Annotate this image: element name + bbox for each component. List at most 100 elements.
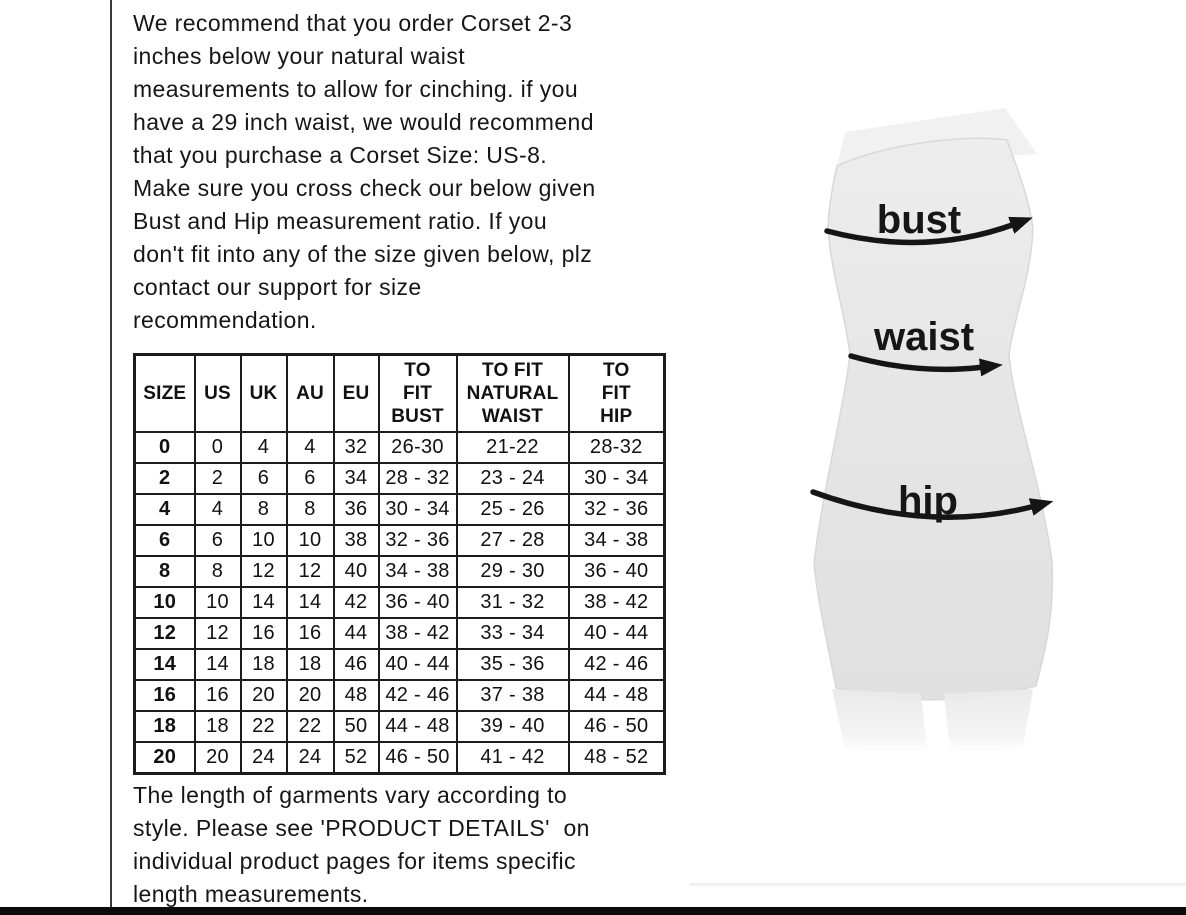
table-cell: 6 <box>239 462 288 495</box>
table-cell: 18 <box>285 648 335 681</box>
paragraph-line: individual product pages for items speci… <box>133 848 576 874</box>
table-header-cell: AU <box>285 353 335 433</box>
table-cell: 29 - 30 <box>455 555 570 588</box>
hip-arrow <box>810 489 1054 520</box>
table-cell: 4 <box>285 431 335 464</box>
bust-arrow <box>824 216 1033 246</box>
waist-label: waist <box>873 315 974 359</box>
paragraph-line: Make sure you cross check our below give… <box>133 175 596 201</box>
table-row: 6 6 10 10 38 32 - 36 27 - 28 34 - 38 <box>133 524 666 557</box>
table-cell: 30 - 34 <box>567 462 666 495</box>
table-row: 8 8 12 12 40 34 - 38 29 - 30 36 - 40 <box>133 555 666 588</box>
paragraph-line: that you purchase a Corset Size: US-8. <box>133 142 548 168</box>
table-cell: 2 <box>193 462 242 495</box>
table-cell: 34 - 38 <box>377 555 458 588</box>
size-chart-table: SIZE US UK AU EU TO FIT BUST TO FIT NATURAL WA… <box>133 353 666 775</box>
left-rule-line <box>110 0 112 907</box>
waist-arrow <box>848 353 1003 377</box>
table-header-cell: SIZE <box>133 353 196 433</box>
table-cell: 46 <box>332 648 380 681</box>
table-cell: 0 <box>193 431 242 464</box>
table-cell: 42 - 46 <box>567 648 666 681</box>
table-cell: 4 <box>239 431 288 464</box>
paragraph-line: don't fit into any of the size given bel… <box>133 241 593 267</box>
mannequin-illustration: bust waist hip <box>810 108 1054 753</box>
table-cell: 10 <box>193 586 242 619</box>
table-cell: 4 <box>193 493 242 526</box>
table-cell: 18 <box>133 710 196 743</box>
table-header-cell: TO FIT BUST <box>377 353 458 433</box>
table-cell: 8 <box>133 555 196 588</box>
paragraph-line: recommendation. <box>133 307 317 333</box>
table-cell: 32 - 36 <box>567 493 666 526</box>
table-cell: 38 - 42 <box>567 586 666 619</box>
table-cell: 34 - 38 <box>567 524 666 557</box>
table-cell: 27 - 28 <box>455 524 570 557</box>
table-cell: 39 - 40 <box>455 710 570 743</box>
bust-label: bust <box>877 198 961 242</box>
table-cell: 18 <box>193 710 242 743</box>
table-row: 10 10 14 14 42 36 - 40 31 - 32 38 - 42 <box>133 586 666 619</box>
table-cell: 38 - 42 <box>377 617 458 650</box>
table-row: 20 20 24 24 52 46 - 50 41 - 42 48 - 52 <box>133 741 666 775</box>
paragraph-line: contact our support for size <box>133 274 422 300</box>
table-cell: 4 <box>133 493 196 526</box>
table-cell: 12 <box>133 617 196 650</box>
table-cell: 37 - 38 <box>455 679 570 712</box>
table-cell: 10 <box>285 524 335 557</box>
table-cell: 40 - 44 <box>377 648 458 681</box>
table-cell: 2 <box>133 462 196 495</box>
table-header-cell: EU <box>332 353 380 433</box>
table-cell: 44 <box>332 617 380 650</box>
table-cell: 16 <box>285 617 335 650</box>
table-cell: 44 - 48 <box>377 710 458 743</box>
table-cell: 22 <box>239 710 288 743</box>
table-row: 14 14 18 18 46 40 - 44 35 - 36 42 - 46 <box>133 648 666 681</box>
table-cell: 12 <box>193 617 242 650</box>
table-cell: 33 - 34 <box>455 617 570 650</box>
faint-divider-line <box>690 883 1186 886</box>
table-cell: 48 - 52 <box>567 741 666 775</box>
table-cell: 42 - 46 <box>377 679 458 712</box>
table-header-row: SIZE US UK AU EU TO FIT BUST TO FIT NATURAL WA… <box>133 353 666 433</box>
table-cell: 44 - 48 <box>567 679 666 712</box>
hip-label: hip <box>898 479 958 523</box>
table-row: 18 18 22 22 50 44 - 48 39 - 40 46 - 50 <box>133 710 666 743</box>
table-cell: 30 - 34 <box>377 493 458 526</box>
paragraph-line: Bust and Hip measurement ratio. If you <box>133 208 548 234</box>
table-cell: 48 <box>332 679 380 712</box>
table-cell: 24 <box>239 741 288 775</box>
paragraph-line: measurements to allow for cinching. if y… <box>133 76 579 102</box>
table-cell: 12 <box>239 555 288 588</box>
table-cell: 0 <box>133 431 196 464</box>
table-cell: 14 <box>239 586 288 619</box>
table-header-cell: TO FIT HIP <box>567 353 666 433</box>
table-cell: 32 <box>332 431 380 464</box>
size-chart-header: SIZE US UK AU EU TO FIT BUST TO FIT NATURAL WA… <box>133 353 666 433</box>
table-cell: 40 - 44 <box>567 617 666 650</box>
left-leg-shape <box>832 689 927 753</box>
size-chart-body: 0 0 4 4 32 26-30 21-22 28-32 2 2 6 6 34 28 - 32 23 - 2… <box>133 431 666 775</box>
paragraph-line: have a 29 inch waist, we would recommend <box>133 109 594 135</box>
table-cell: 23 - 24 <box>455 462 570 495</box>
table-cell: 6 <box>285 462 335 495</box>
table-cell: 25 - 26 <box>455 493 570 526</box>
table-cell: 28-32 <box>567 431 666 464</box>
table-cell: 50 <box>332 710 380 743</box>
table-cell: 10 <box>133 586 196 619</box>
table-cell: 52 <box>332 741 380 775</box>
table-cell: 8 <box>285 493 335 526</box>
table-cell: 20 <box>285 679 335 712</box>
table-cell: 6 <box>133 524 196 557</box>
table-cell: 31 - 32 <box>455 586 570 619</box>
table-cell: 36 - 40 <box>567 555 666 588</box>
measurement-figure: bust waist hip <box>790 100 1186 890</box>
table-cell: 16 <box>133 679 196 712</box>
paragraph-line: style. Please see 'PRODUCT DETAILS' on <box>133 815 590 841</box>
bottom-border-bar <box>0 907 1186 915</box>
table-cell: 10 <box>239 524 288 557</box>
table-cell: 32 - 36 <box>377 524 458 557</box>
table-cell: 46 - 50 <box>377 741 458 775</box>
table-cell: 20 <box>239 679 288 712</box>
table-cell: 34 <box>332 462 380 495</box>
